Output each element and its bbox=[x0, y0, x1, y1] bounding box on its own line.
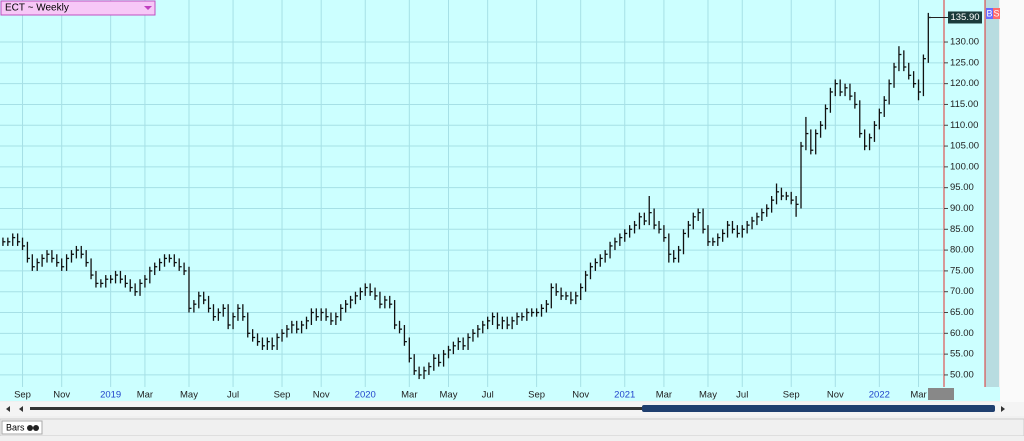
y-tick-label: 80.00 bbox=[950, 245, 974, 256]
x-tick-label: Mar bbox=[910, 390, 926, 401]
price-axis bbox=[943, 0, 985, 387]
y-tick-label: 70.00 bbox=[950, 286, 974, 297]
y-tick-label: 55.00 bbox=[950, 349, 974, 360]
buy-label[interactable]: B bbox=[986, 8, 992, 18]
x-tick-label: Mar bbox=[137, 390, 153, 401]
side-strip bbox=[985, 0, 999, 387]
buy-button[interactable] bbox=[986, 8, 993, 19]
x-tick-label: Sep bbox=[274, 390, 291, 401]
tab-icon bbox=[33, 425, 39, 431]
scroll-left[interactable] bbox=[19, 406, 23, 412]
y-tick-label: 115.00 bbox=[950, 99, 978, 110]
y-tick-label: 65.00 bbox=[950, 307, 974, 318]
status-bar bbox=[0, 418, 1024, 437]
y-tick-label: 75.00 bbox=[950, 265, 974, 276]
scroll-thumb[interactable] bbox=[642, 405, 995, 412]
scroll-right[interactable] bbox=[1001, 406, 1005, 412]
x-tick-label: Nov bbox=[53, 390, 70, 401]
x-tick-label: 2021 bbox=[614, 390, 635, 401]
sell-button[interactable] bbox=[993, 8, 1000, 19]
x-tick-label: Jul bbox=[736, 390, 748, 401]
time-axis-cursor bbox=[928, 388, 954, 400]
last-price-box bbox=[948, 11, 982, 24]
dropdown-arrow[interactable] bbox=[144, 6, 152, 10]
x-tick-label: Mar bbox=[656, 390, 672, 401]
y-tick-label: 50.00 bbox=[950, 369, 974, 380]
x-tick-label: 2020 bbox=[355, 390, 376, 401]
symbol-menu-label[interactable]: ECT ~ Weekly bbox=[5, 3, 69, 14]
x-tick-label: 2022 bbox=[869, 390, 890, 401]
y-tick-label: 125.00 bbox=[950, 57, 979, 68]
right-margin bbox=[1000, 0, 1024, 402]
y-tick-label: 130.00 bbox=[950, 37, 979, 48]
y-tick-label: 110.00 bbox=[950, 120, 978, 131]
x-tick-label: Jul bbox=[482, 390, 494, 401]
scroll-track bbox=[30, 407, 995, 410]
x-tick-label: Sep bbox=[528, 390, 545, 401]
x-tick-label: Sep bbox=[783, 390, 800, 401]
x-tick-label: May bbox=[440, 390, 458, 401]
x-tick-label: Nov bbox=[313, 390, 330, 401]
tab-icon bbox=[27, 425, 33, 431]
bars bbox=[2, 12, 931, 380]
sell-label[interactable]: S bbox=[993, 8, 999, 18]
x-tick-label: Sep bbox=[14, 390, 31, 401]
y-tick-label: 85.00 bbox=[950, 224, 974, 235]
y-tick-label: 60.00 bbox=[950, 328, 974, 339]
x-tick-label: 2019 bbox=[100, 390, 121, 401]
x-tick-label: Jul bbox=[227, 390, 239, 401]
x-tick-label: Nov bbox=[572, 390, 589, 401]
y-tick-label: 105.00 bbox=[950, 141, 979, 152]
y-tick-label: 100.00 bbox=[950, 161, 979, 172]
x-tick-label: Nov bbox=[827, 390, 844, 401]
last-price-label: 135.90 bbox=[950, 12, 979, 23]
y-tick-label: 95.00 bbox=[950, 182, 974, 193]
y-tick-label: 90.00 bbox=[950, 203, 974, 214]
chart-style-label[interactable]: Bars bbox=[6, 422, 25, 432]
x-tick-label: May bbox=[699, 390, 717, 401]
grid bbox=[0, 0, 943, 387]
x-tick-label: May bbox=[180, 390, 198, 401]
time-axis bbox=[0, 387, 1000, 401]
scroll-start[interactable] bbox=[6, 406, 10, 412]
chart-style-tab[interactable] bbox=[1, 420, 43, 435]
y-tick-label: 120.00 bbox=[950, 78, 979, 89]
x-tick-label: Mar bbox=[401, 390, 417, 401]
symbol-menu[interactable] bbox=[0, 0, 156, 16]
